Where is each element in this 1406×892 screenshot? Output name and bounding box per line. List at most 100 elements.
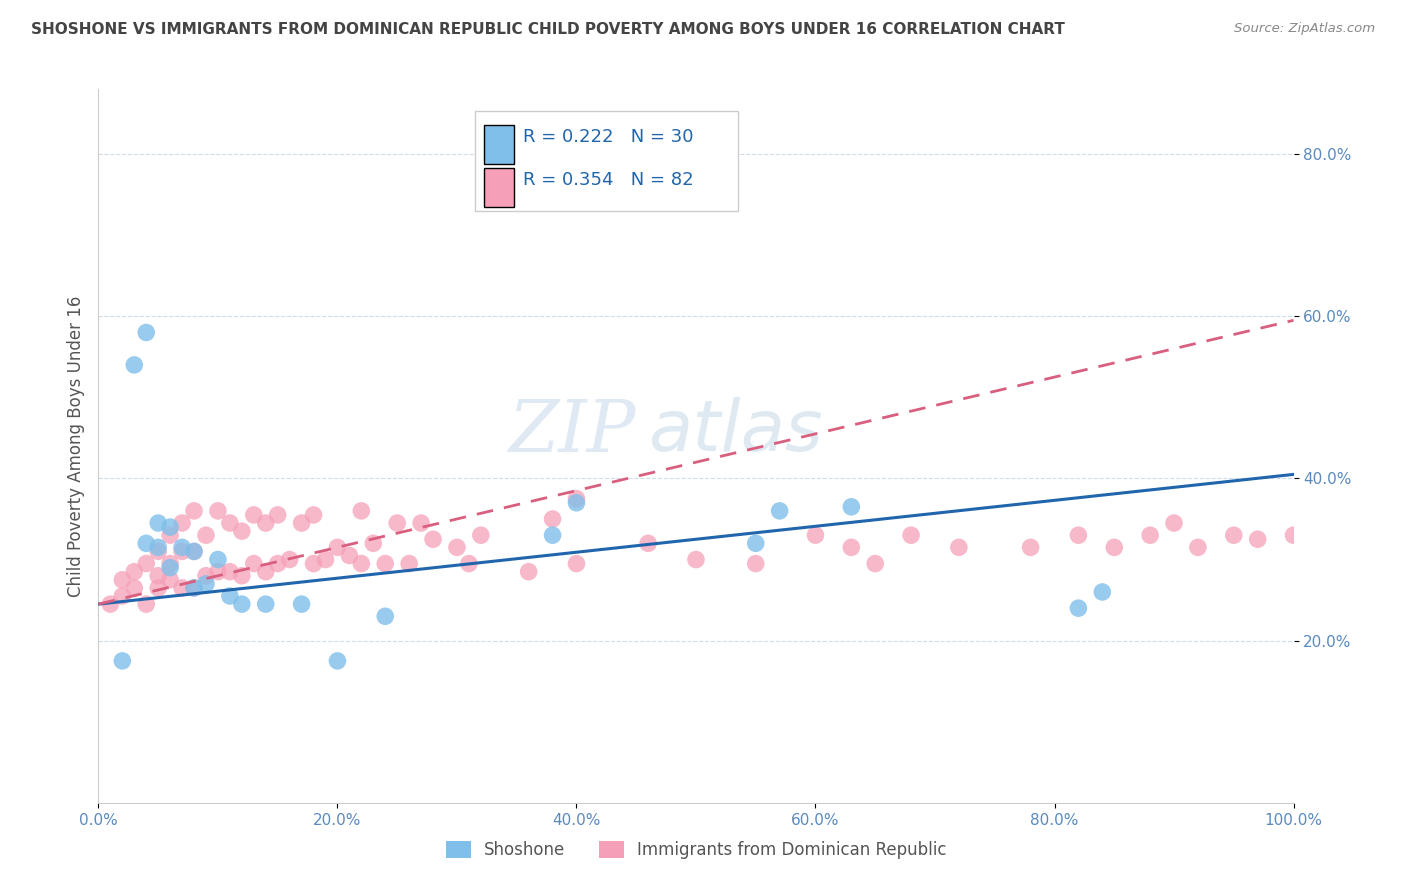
Point bbox=[172, 516, 194, 530]
Point bbox=[458, 557, 481, 571]
Point bbox=[183, 581, 205, 595]
Text: R = 0.222   N = 30: R = 0.222 N = 30 bbox=[523, 128, 693, 146]
Point bbox=[148, 581, 170, 595]
Point bbox=[1067, 528, 1090, 542]
Point bbox=[195, 577, 218, 591]
Point bbox=[1091, 585, 1114, 599]
Point bbox=[135, 557, 157, 571]
Point bbox=[243, 557, 266, 571]
Point bbox=[302, 557, 325, 571]
Point bbox=[291, 597, 314, 611]
Point bbox=[159, 528, 181, 542]
Text: R = 0.354   N = 82: R = 0.354 N = 82 bbox=[523, 171, 693, 189]
Point bbox=[148, 516, 170, 530]
Point bbox=[385, 516, 409, 530]
Point bbox=[207, 565, 229, 579]
Point bbox=[135, 326, 157, 340]
Point bbox=[111, 654, 134, 668]
Point bbox=[172, 581, 194, 595]
Text: ZIP: ZIP bbox=[509, 396, 637, 467]
Point bbox=[768, 504, 790, 518]
Point bbox=[219, 516, 242, 530]
Point bbox=[243, 508, 266, 522]
Point bbox=[1223, 528, 1246, 542]
Point bbox=[148, 568, 170, 582]
Point bbox=[745, 557, 768, 571]
Point bbox=[98, 597, 122, 611]
Point bbox=[804, 528, 827, 542]
Point bbox=[1282, 528, 1305, 542]
Point bbox=[254, 597, 277, 611]
FancyBboxPatch shape bbox=[485, 125, 515, 164]
Point bbox=[326, 541, 349, 555]
Point bbox=[350, 557, 373, 571]
Point bbox=[685, 552, 707, 566]
Point bbox=[948, 541, 970, 555]
Point bbox=[159, 573, 181, 587]
Y-axis label: Child Poverty Among Boys Under 16: Child Poverty Among Boys Under 16 bbox=[66, 295, 84, 597]
Point bbox=[111, 589, 134, 603]
Point bbox=[135, 536, 157, 550]
Legend: Shoshone, Immigrants from Dominican Republic: Shoshone, Immigrants from Dominican Repu… bbox=[439, 834, 953, 866]
Point bbox=[339, 549, 361, 563]
Point bbox=[841, 500, 863, 514]
Point bbox=[363, 536, 385, 550]
Point bbox=[231, 597, 253, 611]
Point bbox=[159, 560, 181, 574]
Point bbox=[183, 581, 205, 595]
Point bbox=[291, 516, 314, 530]
Text: Source: ZipAtlas.com: Source: ZipAtlas.com bbox=[1234, 22, 1375, 36]
Point bbox=[148, 541, 170, 555]
Point bbox=[411, 516, 433, 530]
Point bbox=[517, 565, 540, 579]
Point bbox=[565, 557, 588, 571]
Point bbox=[326, 654, 349, 668]
Point bbox=[745, 536, 768, 550]
Point bbox=[183, 544, 205, 558]
Point bbox=[124, 581, 146, 595]
Point bbox=[159, 520, 181, 534]
Point bbox=[219, 565, 242, 579]
Point bbox=[183, 504, 205, 518]
Point bbox=[124, 358, 146, 372]
Point bbox=[398, 557, 420, 571]
Text: atlas: atlas bbox=[648, 397, 823, 467]
Point bbox=[267, 508, 290, 522]
Point bbox=[148, 544, 170, 558]
FancyBboxPatch shape bbox=[475, 111, 738, 211]
Point bbox=[1019, 541, 1042, 555]
Point bbox=[541, 512, 564, 526]
Point bbox=[315, 552, 337, 566]
Point bbox=[195, 528, 218, 542]
Text: SHOSHONE VS IMMIGRANTS FROM DOMINICAN REPUBLIC CHILD POVERTY AMONG BOYS UNDER 16: SHOSHONE VS IMMIGRANTS FROM DOMINICAN RE… bbox=[31, 22, 1064, 37]
Point bbox=[159, 557, 181, 571]
Point bbox=[302, 508, 325, 522]
Point bbox=[1187, 541, 1209, 555]
Point bbox=[841, 541, 863, 555]
Point bbox=[446, 541, 468, 555]
Point bbox=[111, 573, 134, 587]
Point bbox=[231, 524, 253, 538]
Point bbox=[865, 557, 887, 571]
Point bbox=[374, 557, 396, 571]
Point bbox=[254, 516, 277, 530]
Point bbox=[1247, 533, 1270, 547]
Point bbox=[900, 528, 922, 542]
FancyBboxPatch shape bbox=[485, 168, 515, 207]
Point bbox=[267, 557, 290, 571]
Point bbox=[219, 589, 242, 603]
Point bbox=[195, 568, 218, 582]
Point bbox=[422, 533, 444, 547]
Point bbox=[470, 528, 492, 542]
Point bbox=[1163, 516, 1185, 530]
Point bbox=[135, 597, 157, 611]
Point bbox=[565, 496, 588, 510]
Point bbox=[231, 568, 253, 582]
Point bbox=[637, 536, 659, 550]
Point bbox=[183, 544, 205, 558]
Point bbox=[278, 552, 301, 566]
Point bbox=[1067, 601, 1090, 615]
Point bbox=[565, 491, 588, 506]
Point bbox=[124, 565, 146, 579]
Point bbox=[172, 541, 194, 555]
